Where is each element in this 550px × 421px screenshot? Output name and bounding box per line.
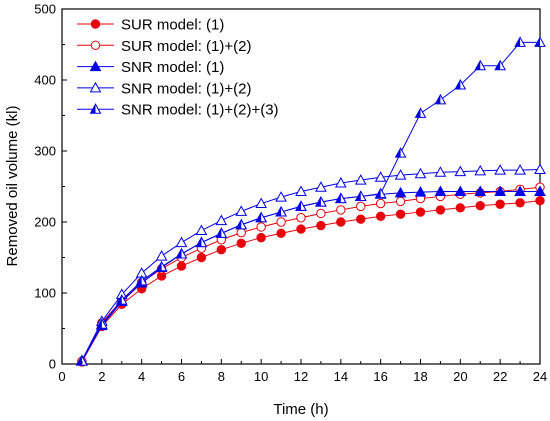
data-point [297,225,305,233]
series-line [82,191,540,361]
legend-label: SNR model: (1)+(2)+(3) [121,102,279,119]
y-tick-label: 300 [34,144,56,159]
x-tick-label: 0 [58,369,65,384]
data-point [416,208,424,216]
data-point [177,238,187,247]
data-point [257,233,265,241]
data-point [516,199,524,207]
x-axis-label: Time (h) [273,401,328,418]
data-point [256,199,266,208]
series-4 [77,164,545,364]
x-tick-label: 16 [373,369,387,384]
legend-entry: SNR model: (1) [77,59,224,76]
x-axis: 0 2 4 6 8 10 12 14 16 18 20 22 24 [58,359,547,384]
data-point [297,214,305,222]
legend-entry: SUR model: (1)+(2) [77,38,251,55]
series-line [82,169,540,360]
data-point [257,223,265,231]
data-point [357,202,365,210]
legend-marker [91,20,99,28]
x-tick-label: 18 [413,369,427,384]
data-point [357,215,365,223]
data-point [196,226,206,235]
data-point [476,201,484,209]
data-point [197,253,205,261]
x-tick-label: 20 [453,369,467,384]
x-tick-label: 12 [294,369,308,384]
y-tick-label: 0 [49,357,56,372]
y-tick-label: 200 [34,215,56,230]
legend-label: SNR model: (1)+(2) [121,80,251,97]
data-point [337,218,345,226]
data-point [536,197,544,205]
y-tick-label: 400 [34,73,56,88]
data-point [177,262,185,270]
data-point [496,200,504,208]
data-point [237,239,245,247]
legend-label: SUR model: (1)+(2) [121,38,251,55]
data-point [435,95,445,104]
data-point [237,228,245,236]
data-point [456,204,464,212]
data-point [277,229,285,237]
legend-entry: SNR model: (1)+(2) [77,80,251,97]
data-point [396,197,404,205]
x-tick-label: 6 [178,369,185,384]
y-tick-label: 500 [34,2,56,17]
series-line [82,201,540,362]
y-axis-label: Removed oil volume (kl) [4,106,21,267]
x-tick-label: 24 [533,369,547,384]
data-point [216,228,226,237]
data-point [416,108,426,117]
series-3 [77,186,545,365]
data-point [236,206,246,215]
x-tick-label: 22 [493,369,507,384]
legend-label: SNR model: (1) [121,59,224,76]
data-point [396,148,406,157]
series-1 [78,197,544,367]
data-point [196,238,206,247]
x-tick-label: 8 [218,369,225,384]
legend-label: SUR model: (1) [121,17,224,34]
data-point [177,249,187,258]
data-point [337,206,345,214]
series-2 [78,183,544,365]
data-point [157,251,167,260]
x-tick-label: 10 [254,369,268,384]
data-point [376,189,386,198]
data-point [236,220,246,229]
y-tick-label: 100 [34,286,56,301]
data-point [217,245,225,253]
data-point [376,212,384,220]
data-point [277,218,285,226]
legend-entry: SNR model: (1)+(2)+(3) [77,102,279,119]
x-tick-label: 14 [334,369,348,384]
data-point [376,199,384,207]
data-point [317,221,325,229]
legend: SUR model: (1) SUR model: (1)+(2) SNR mode… [77,17,279,119]
x-tick-label: 2 [98,369,105,384]
legend-entry: SUR model: (1) [77,17,224,34]
data-point [535,164,545,173]
data-point [436,206,444,214]
data-point [317,209,325,217]
data-point [396,210,404,218]
x-tick-label: 4 [138,369,145,384]
legend-marker [91,41,99,49]
data-point [216,216,226,225]
